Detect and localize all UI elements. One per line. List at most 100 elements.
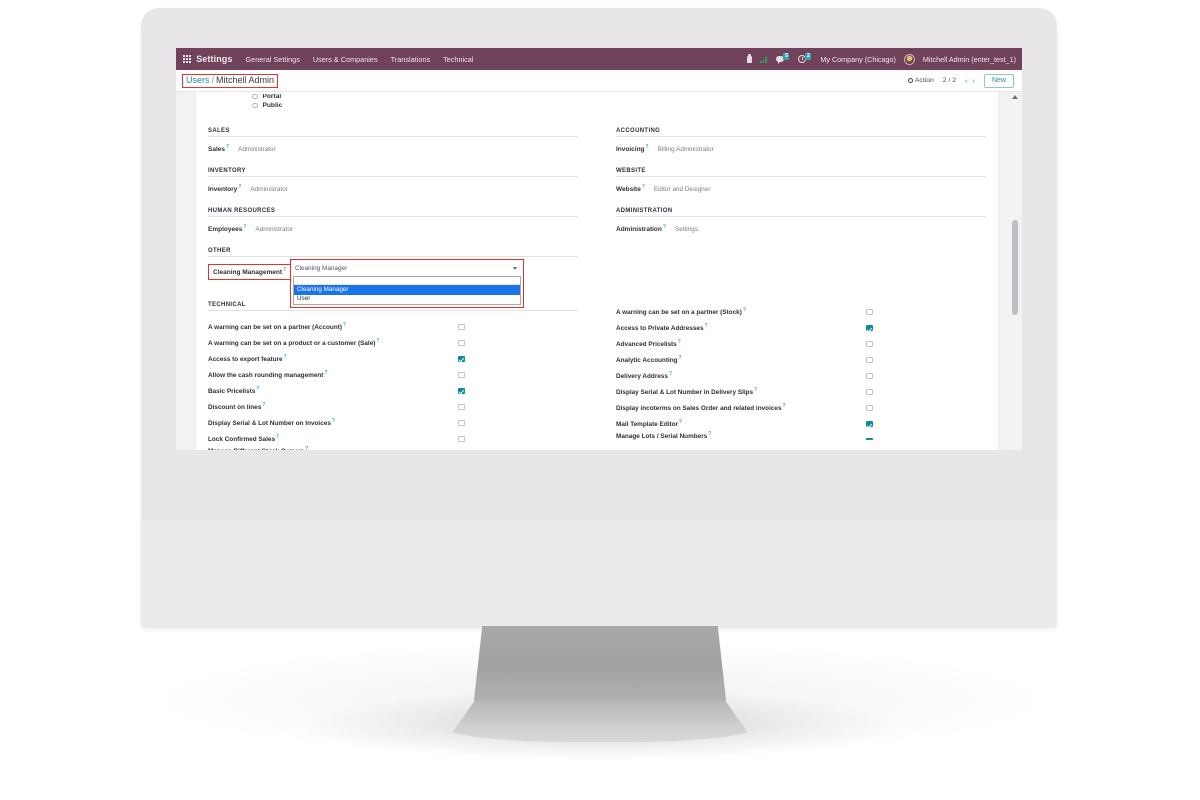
signal-bars-icon[interactable] xyxy=(760,56,768,63)
bug-icon[interactable] xyxy=(747,54,753,63)
help-icon[interactable]: ? xyxy=(243,224,247,231)
user-menu[interactable]: Mitchell Admin (enter_test_1) xyxy=(922,54,1016,64)
field-label: Inventory? xyxy=(208,184,242,194)
monitor-chin xyxy=(141,520,1057,628)
technical-label: Access to export feature? xyxy=(208,353,287,363)
technical-checkbox[interactable] xyxy=(866,372,873,380)
technical-checkbox[interactable] xyxy=(866,356,873,364)
nav-item-technical[interactable]: Technical xyxy=(443,54,474,64)
help-icon[interactable]: ? xyxy=(677,338,681,345)
radio-icon[interactable] xyxy=(252,94,258,99)
field-value[interactable]: Billing Administrator xyxy=(657,146,714,154)
technical-checkbox[interactable] xyxy=(458,419,465,427)
dropdown-option-empty[interactable] xyxy=(294,277,520,286)
nav-item-general-settings[interactable]: General Settings xyxy=(245,54,300,64)
field-label: Employees? xyxy=(208,224,247,234)
help-icon[interactable]: ? xyxy=(256,385,260,392)
cleaning-management-select[interactable]: Cleaning Manager xyxy=(293,262,521,276)
radio-icon[interactable] xyxy=(252,102,258,109)
help-icon[interactable]: ? xyxy=(704,322,708,329)
technical-checkbox[interactable] xyxy=(866,388,873,396)
activities-badge: 2 xyxy=(805,52,812,60)
field-value[interactable]: Administrator xyxy=(255,226,294,234)
help-icon[interactable]: ? xyxy=(782,402,786,409)
pager-prev-icon[interactable]: ‹ xyxy=(964,76,968,85)
help-icon[interactable]: ? xyxy=(645,144,649,150)
field-invoicing: Invoicing? Billing Administrator xyxy=(616,144,986,153)
technical-checkbox[interactable] xyxy=(458,435,465,443)
technical-row: Basic Pricelists? xyxy=(208,382,578,398)
help-icon[interactable]: ? xyxy=(754,386,758,393)
technical-checkbox[interactable] xyxy=(866,340,873,348)
chevron-down-icon[interactable] xyxy=(513,267,517,271)
form-sheet: Portal Public SALES Sales? Administrator xyxy=(196,92,998,450)
technical-row: Mail Template Editor? xyxy=(616,415,986,431)
radio-option-portal[interactable]: Portal xyxy=(252,94,986,99)
help-icon[interactable]: ? xyxy=(331,417,335,424)
radio-option-public[interactable]: Public xyxy=(252,99,986,112)
field-value[interactable]: Settings xyxy=(674,226,699,234)
help-icon[interactable]: ? xyxy=(742,306,746,313)
section-title-website: WEBSITE xyxy=(616,168,986,178)
help-icon[interactable]: ? xyxy=(641,184,645,191)
help-icon[interactable]: ? xyxy=(282,266,287,273)
help-icon[interactable]: ? xyxy=(679,418,683,425)
technical-checkbox[interactable] xyxy=(866,308,873,316)
dropdown-option-user[interactable]: User xyxy=(297,295,311,303)
help-icon[interactable]: ? xyxy=(283,353,287,360)
technical-checkbox[interactable] xyxy=(866,420,873,428)
field-website: Website? Editor and Designer xyxy=(616,184,986,193)
help-icon[interactable]: ? xyxy=(678,354,682,361)
technical-label: Display incoterms on Sales Order and rel… xyxy=(616,402,786,413)
scrollbar-thumb[interactable] xyxy=(1012,220,1018,315)
company-selector[interactable]: My Company (Chicago) xyxy=(820,54,896,64)
technical-checkbox[interactable] xyxy=(458,387,465,395)
technical-checkbox[interactable] xyxy=(458,371,465,379)
help-icon[interactable]: ? xyxy=(343,321,347,328)
help-icon[interactable]: ? xyxy=(276,433,280,440)
technical-checkbox[interactable] xyxy=(458,339,465,347)
technical-row: Access to export feature? xyxy=(208,350,578,366)
app-title[interactable]: Settings xyxy=(196,54,233,64)
help-icon[interactable]: ? xyxy=(305,446,309,450)
avatar[interactable] xyxy=(903,53,915,65)
pager-next-icon[interactable]: › xyxy=(972,76,975,85)
dropdown-option-cleaning-manager[interactable]: Cleaning Manager xyxy=(294,285,520,295)
technical-checkbox[interactable] xyxy=(458,323,465,331)
new-button[interactable]: New xyxy=(983,73,1014,88)
apps-grid-icon[interactable] xyxy=(183,54,192,64)
technical-row: A warning can be set on a product or a c… xyxy=(208,334,578,350)
action-menu-button[interactable]: Action xyxy=(907,77,934,84)
messages-icon[interactable]: 5 xyxy=(776,52,790,64)
breadcrumb-users-link[interactable]: Users xyxy=(186,74,210,85)
help-icon[interactable]: ? xyxy=(662,224,666,231)
activities-clock-icon[interactable]: 2 xyxy=(798,52,812,63)
scroll-up-arrow-icon[interactable] xyxy=(1012,95,1018,99)
help-icon[interactable]: ? xyxy=(668,370,673,377)
cleaning-management-selected-value: Cleaning Manager xyxy=(295,265,348,273)
help-icon[interactable]: ? xyxy=(708,431,712,438)
field-value[interactable]: Administrator xyxy=(250,186,288,194)
field-value[interactable]: Administrator xyxy=(238,146,276,154)
field-sales: Sales? Administrator xyxy=(208,144,578,153)
field-inventory: Inventory? Administrator xyxy=(208,184,578,193)
nav-item-users-companies[interactable]: Users & Companies xyxy=(312,54,378,64)
help-icon[interactable]: ? xyxy=(226,144,230,150)
technical-checkbox[interactable] xyxy=(866,437,873,441)
technical-checkbox[interactable] xyxy=(866,324,873,332)
cleaning-management-dropdown[interactable]: Cleaning Manager User xyxy=(293,276,521,306)
help-icon[interactable]: ? xyxy=(324,369,328,376)
field-value[interactable]: Editor and Designer xyxy=(653,186,711,194)
section-title-technical: TECHNICAL xyxy=(208,302,578,312)
technical-label: A warning can be set on a partner (Accou… xyxy=(208,321,347,331)
help-icon[interactable]: ? xyxy=(262,401,266,408)
technical-label: Allow the cash rounding management? xyxy=(208,369,328,379)
section-title-other: OTHER xyxy=(208,248,578,258)
technical-label: Manage Different Stock Owners? xyxy=(208,446,308,450)
technical-checkbox[interactable] xyxy=(866,404,873,412)
help-icon[interactable]: ? xyxy=(238,184,242,191)
technical-checkbox[interactable] xyxy=(458,403,465,411)
help-icon[interactable]: ? xyxy=(376,337,380,344)
nav-item-translations[interactable]: Translations xyxy=(390,54,431,64)
technical-checkbox[interactable] xyxy=(458,355,465,363)
